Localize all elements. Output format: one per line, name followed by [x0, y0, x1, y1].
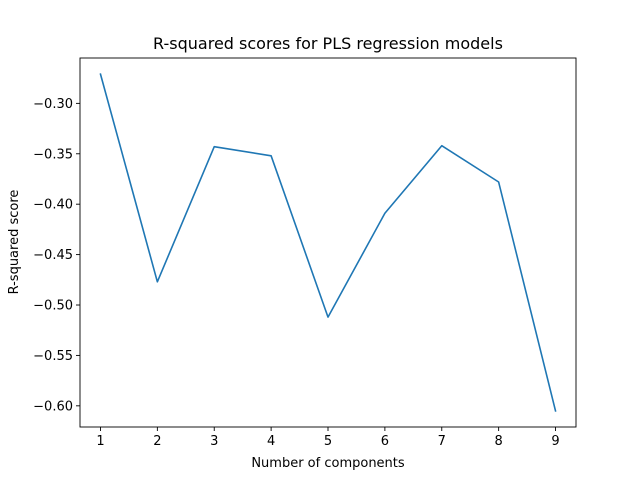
x-tick-label-4: 4 — [267, 434, 275, 449]
y-tick-label-4: −0.50 — [33, 299, 73, 314]
x-tick-label-3: 3 — [210, 434, 218, 449]
x-tick-label-5: 5 — [324, 434, 332, 449]
y-tick-label-6: −0.60 — [33, 399, 73, 414]
x-tick-label-8: 8 — [495, 434, 503, 449]
x-tick-label-6: 6 — [381, 434, 389, 449]
series-line-0 — [99, 73, 557, 412]
x-axis-label: Number of components — [251, 456, 405, 471]
y-axis-label: R-squared score — [7, 190, 22, 295]
plot-frame — [79, 57, 577, 428]
x-tick-label-9: 9 — [551, 434, 559, 449]
y-tick-label-1: −0.35 — [33, 147, 73, 162]
x-tick-label-7: 7 — [438, 434, 446, 449]
x-tick-label-2: 2 — [153, 434, 161, 449]
y-tick-label-2: −0.40 — [33, 198, 73, 213]
x-tick-label-1: 1 — [96, 434, 104, 449]
y-tick-label-0: −0.30 — [33, 97, 73, 112]
axes: 1 2 3 4 5 6 7 8 9 −0.30 −0.35 −0.40 −0.45 −0.50 −0.55 −… — [33, 57, 577, 449]
chart-title: R-squared scores for PLS regression mode… — [153, 34, 503, 53]
y-tick-label-5: −0.55 — [33, 349, 73, 364]
y-tick-label-3: −0.45 — [33, 248, 73, 263]
